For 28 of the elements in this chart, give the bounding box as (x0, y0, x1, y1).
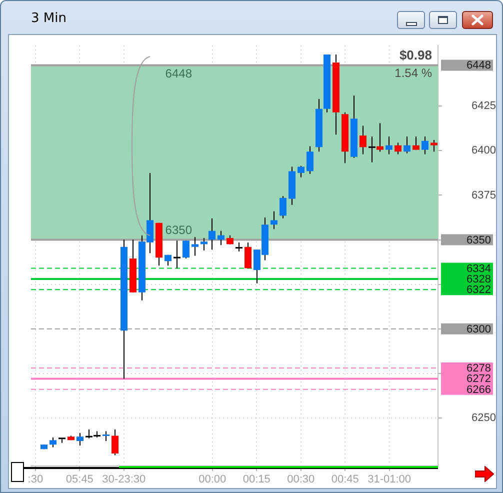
ref-line-label: 6278 (466, 362, 491, 375)
ref-line-label: 6328 (466, 273, 491, 286)
x-tick-label: 30-23:30 (102, 474, 146, 486)
y-tick-label: 6375 (472, 189, 496, 202)
y-tick-label: 6400 (472, 144, 496, 157)
candlestick (368, 136, 376, 162)
candlestick (174, 240, 180, 268)
x-tick-label: 00:45 (331, 474, 359, 486)
ref-line-label: 6334 (466, 262, 491, 275)
ref-line-label: 6266 (466, 384, 491, 396)
y-tick-label: 6425 (472, 100, 496, 112)
annotation: 6448 (165, 66, 192, 81)
y-tick-label: 6250 (472, 412, 496, 424)
x-tick-label: 05:45 (66, 474, 94, 486)
ref-line-label: 6350 (466, 234, 491, 246)
ref-line-label: 6272 (466, 373, 491, 386)
x-tick-label: 00:00 (198, 474, 226, 486)
ref-line-label: 6448 (466, 60, 491, 72)
annotation: 6350 (165, 223, 192, 238)
chart-title: 3 Min (31, 11, 66, 26)
x-tick-label: 00:30 (287, 474, 315, 486)
ref-line-label: 6300 (466, 323, 491, 336)
x-tick-label: 31-01:00 (368, 474, 412, 486)
ref-line-label: 6322 (466, 284, 491, 296)
annotation: $0.98 (399, 48, 432, 63)
x-tick-label: 00:15 (242, 474, 270, 486)
annotation: 1.54 % (394, 66, 432, 80)
x-tick-label: :30 (28, 474, 44, 486)
